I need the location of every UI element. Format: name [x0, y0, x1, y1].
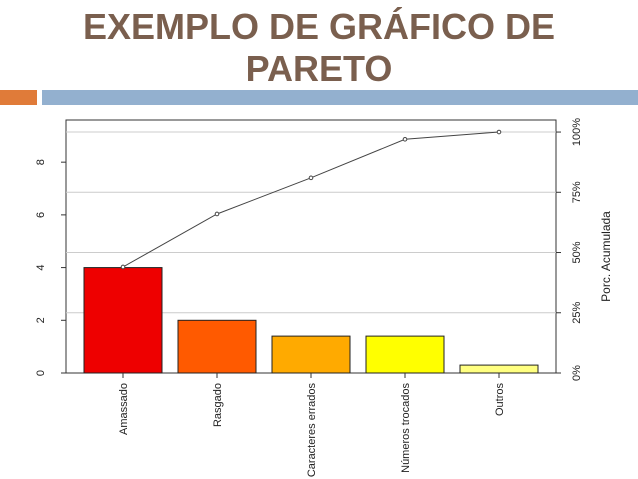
y-tick-label: 6 [35, 212, 47, 218]
cumulative-point [120, 264, 126, 270]
cumulative-point [214, 211, 220, 217]
bar [459, 364, 539, 374]
y2-tick-label: 100% [571, 118, 583, 146]
y-tick-label: 4 [35, 265, 47, 271]
cumulative-point [496, 129, 502, 135]
accent-bar [0, 90, 37, 105]
x-tick-label: Amassado [118, 383, 130, 435]
x-tick-label: Números trocados [400, 383, 412, 473]
x-tick-label: Outros [494, 383, 506, 417]
y2-tick-label: 0% [571, 365, 583, 381]
y-tick-label: 0 [35, 370, 47, 376]
cumulative-point [308, 175, 314, 181]
x-tick-label: Rasgado [212, 383, 224, 427]
bar [271, 335, 351, 374]
y-tick-label: 2 [35, 317, 47, 323]
x-tick-label: Caracteres errados [306, 383, 318, 478]
accent-bar [42, 90, 638, 105]
y2-axis-label: Porc. Acumulada [599, 211, 613, 302]
bar [177, 319, 257, 374]
bar [365, 335, 445, 374]
y2-tick-label: 25% [571, 302, 583, 324]
slide-title: EXEMPLO DE GRÁFICO DE PARETO [82, 6, 556, 89]
y2-tick-label: 50% [571, 241, 583, 263]
y-tick-label: 8 [35, 159, 47, 165]
bar [83, 267, 163, 374]
cumulative-line [122, 131, 500, 268]
cumulative-point [402, 136, 408, 142]
y2-tick-label: 75% [571, 181, 583, 203]
